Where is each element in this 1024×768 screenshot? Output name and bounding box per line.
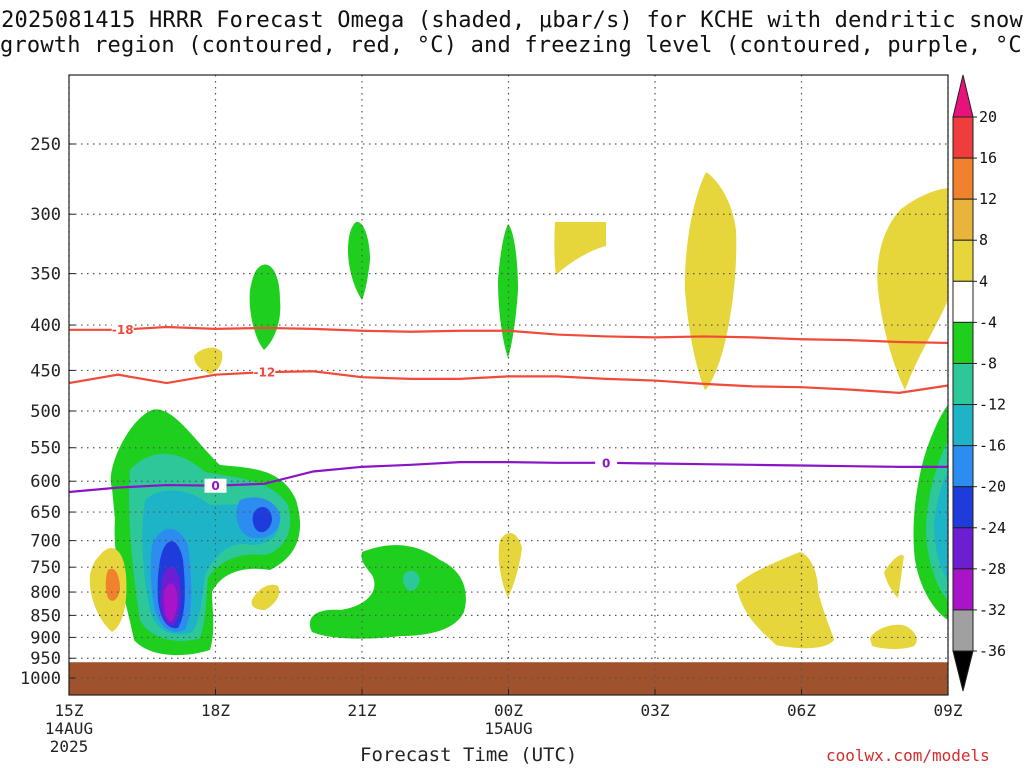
y-tick-label-950: 950 (30, 649, 61, 669)
colorbar-label-13: -36 (979, 642, 1006, 660)
y-tick-label-800: 800 (30, 583, 61, 603)
colorbar-box-3 (952, 239, 974, 282)
y-tick-label-900: 900 (30, 628, 61, 648)
colorbar-box-5 (952, 321, 974, 364)
x-axis-title: Forecast Time (UTC) (360, 744, 578, 766)
chart-title-line1: 2025081415 HRRR Forecast Omega (shaded, … (1, 8, 1023, 33)
x-tick-date-15Z: 14AUG (45, 719, 93, 738)
y-tick-label-700: 700 (30, 532, 61, 552)
dgz-contour-minus12-label-0: -12 (253, 366, 275, 380)
omega-shading (89, 172, 948, 656)
dgz-contour-minus18-line (69, 325, 949, 345)
omega-region-sinking-3 (251, 584, 280, 610)
colorbar-box-4 (952, 280, 974, 323)
y-tick-label-550: 550 (30, 439, 61, 459)
omega-region-sinking-8 (736, 552, 834, 649)
colorbar-box-9 (952, 486, 974, 529)
x-tick-label-03Z: 03Z (641, 701, 670, 720)
omega-region-sinking-2 (194, 347, 223, 374)
grid-lines (68, 75, 949, 695)
x-tick-label-06Z: 06Z (787, 701, 816, 720)
omega-region-sinking-10 (870, 624, 917, 649)
omega-region-rising-secondary-core (252, 506, 272, 533)
freezing-level-label-bg-1 (595, 455, 618, 470)
y-tick-label-450: 450 (30, 361, 61, 381)
y-tick-label-400: 400 (30, 316, 61, 336)
y-tick-label-500: 500 (30, 402, 61, 422)
colorbar-label-12: -32 (979, 601, 1006, 619)
colorbar-label-7: -12 (979, 396, 1006, 414)
colorbar-box-8 (952, 445, 974, 488)
colorbar-label-0: 20 (979, 108, 997, 126)
y-tick-label-300: 300 (30, 205, 61, 225)
colorbar-box-1 (952, 157, 974, 200)
colorbar-label-10: -24 (979, 519, 1006, 537)
dgz-contour-minus18-label-bg-0 (111, 322, 134, 337)
freezing-level-label-bg-0 (204, 478, 227, 493)
y-tick-label-750: 750 (30, 558, 61, 578)
omega-region-rising-east-peak (934, 470, 948, 580)
y-axis: 2503003504004505005506006507007508008509… (20, 135, 75, 689)
colorbar-label-4: 4 (979, 272, 988, 290)
colorbar-box-10 (952, 527, 974, 570)
omega-region-rising-max (163, 583, 178, 622)
omega-region-rising-upper-1 (249, 264, 281, 350)
colorbar-bottom-arrow (952, 650, 974, 692)
x-tick-label-09Z: 09Z (934, 701, 963, 720)
colorbar-box-6 (952, 362, 974, 406)
colorbar-box-7 (952, 404, 974, 447)
freezing-level-label-1: 0 (602, 456, 610, 470)
dgz-contour-minus12-line (68, 370, 949, 394)
colorbar-label-2: 12 (979, 190, 997, 208)
chart-title-line2: growth region (contoured, red, °C) and f… (0, 33, 1024, 58)
colorbar-box-2 (952, 198, 974, 241)
x-tick-label-21Z: 21Z (348, 701, 377, 720)
x-tick-year-15Z: 2025 (50, 737, 89, 756)
y-tick-label-350: 350 (30, 265, 61, 285)
y-tick-label-600: 600 (30, 472, 61, 492)
colorbar-label-8: -16 (979, 437, 1006, 455)
omega-region-sinking-5 (554, 222, 606, 275)
freezing-level-label-0: 0 (211, 479, 219, 493)
y-tick-label-650: 650 (30, 503, 61, 523)
colorbar-top-arrow (952, 74, 974, 118)
dgz-contour-minus12-label-bg-0 (253, 365, 276, 380)
omega-region-sinking-6 (684, 172, 737, 390)
colorbar-label-11: -28 (979, 560, 1006, 578)
omega-region-rising-mid-core (402, 570, 420, 591)
colorbar: 20 16 12 8 4 -4 -8 -12 -16 -20 -24 -28 -32 -36 (952, 74, 1006, 692)
x-tick-label-18Z: 18Z (201, 701, 230, 720)
freezing-level-contour: 00 (68, 455, 948, 493)
colorbar-box-12 (952, 609, 974, 652)
omega-region-sinking-9 (884, 554, 904, 598)
dgz-contours: -18 -12 (68, 322, 949, 394)
colorbar-label-9: -20 (979, 478, 1006, 496)
colorbar-label-5: -4 (979, 313, 997, 331)
x-tick-date-00Z: 15AUG (484, 719, 532, 738)
dgz-contour-minus18-label-0: -18 (112, 323, 134, 337)
credit-link[interactable]: coolwx.com/models (826, 746, 990, 765)
omega-region-sinking-4 (498, 533, 522, 598)
x-tick-label-15Z: 15Z (55, 701, 84, 720)
omega-region-sinking-7 (877, 188, 948, 390)
colorbar-label-6: -8 (979, 354, 997, 372)
omega-region-rising-upper-2 (348, 221, 370, 300)
omega-region-sinking-1-core (105, 568, 120, 601)
x-tick-label-00Z: 00Z (494, 701, 523, 720)
y-tick-label-850: 850 (30, 606, 61, 626)
colorbar-label-1: 16 (979, 149, 997, 167)
colorbar-box-11 (952, 568, 974, 611)
colorbar-label-3: 8 (979, 231, 988, 249)
y-tick-label-1000: 1000 (20, 669, 61, 689)
colorbar-box-0 (952, 116, 974, 159)
y-tick-label-250: 250 (30, 135, 61, 155)
